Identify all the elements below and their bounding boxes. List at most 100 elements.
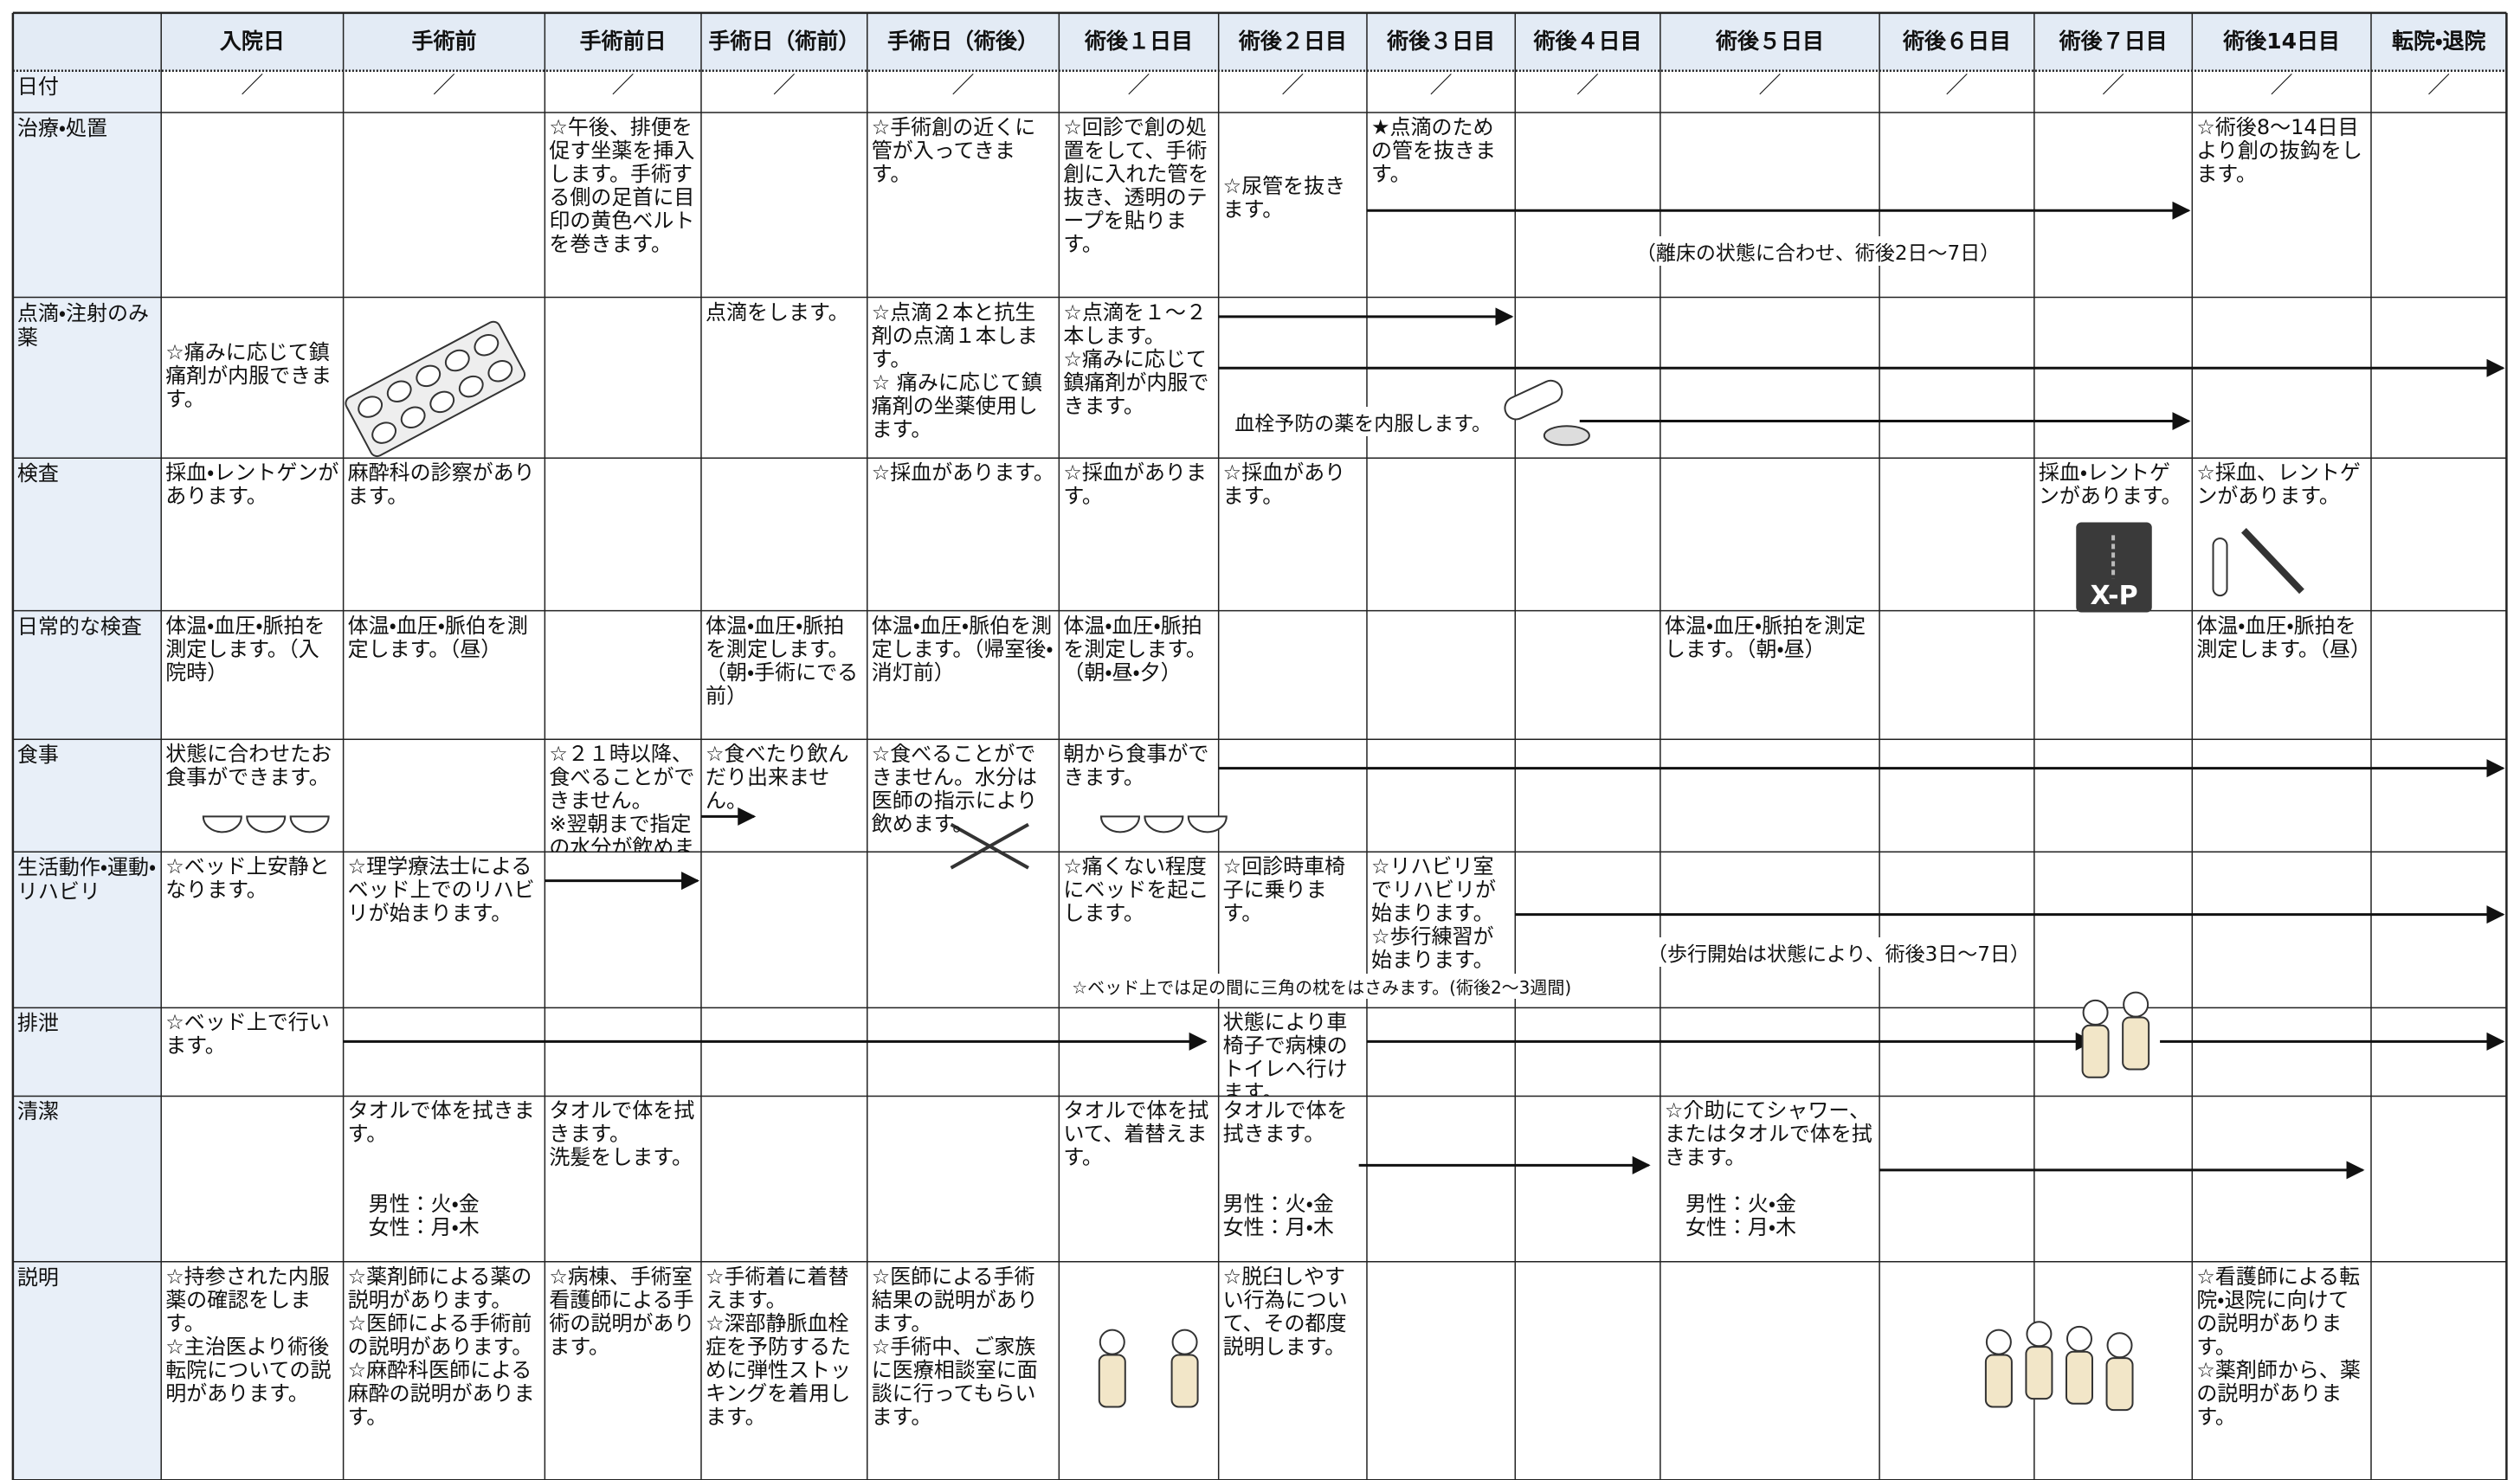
xray-label: X-P xyxy=(2090,581,2137,611)
bowl-icon xyxy=(1187,815,1228,833)
cell-text: ☆ベッド上安静となります。 xyxy=(165,854,330,903)
person-body xyxy=(2105,1357,2134,1412)
bowl-icon xyxy=(246,815,287,833)
row-label: 排泄 xyxy=(16,1011,59,1036)
column-header: 術後14日目 xyxy=(2223,29,2341,55)
row-label: 日付 xyxy=(16,74,59,99)
cell-text: ☆食べることができません。水分は医師の指示により飲めます。 xyxy=(871,742,1038,837)
cell-text: 朝から食事ができます。 xyxy=(1063,742,1209,790)
date-blank: ／ xyxy=(611,72,635,99)
column-header: 手術日（術後） xyxy=(887,29,1040,55)
label-background xyxy=(12,70,162,1480)
cell-text: タオルで体を拭きます。 男性：火・金 女性：月・木 xyxy=(1222,1098,1348,1240)
person-body xyxy=(1170,1354,1199,1408)
pill xyxy=(444,349,470,372)
date-blank: ／ xyxy=(1945,72,1969,99)
column-header: 術後２日目 xyxy=(1238,29,1347,55)
cell-text: 採血・レントゲンがあります。 xyxy=(2038,460,2182,509)
cell-text: ☆回診で創の処置をして、手術創に入れた管を抜き、透明のテープを貼ります。 xyxy=(1063,114,1209,256)
cell-text: 体温・血圧・脈拍を測定します。（朝・昼） xyxy=(1664,613,1866,661)
cell-text: ☆痛みに応じて鎮痛剤が内服できます。 xyxy=(165,339,332,411)
person-body xyxy=(1984,1354,2013,1408)
column-header: 術後５日目 xyxy=(1715,29,1824,55)
row-label: 説明 xyxy=(16,1264,59,1290)
cell-text: 点滴をします。 xyxy=(705,299,849,325)
person-head xyxy=(2123,991,2149,1018)
person-head xyxy=(1099,1329,1125,1355)
header-background xyxy=(12,12,2507,71)
column-header: 手術前日 xyxy=(579,29,667,55)
person-head xyxy=(1171,1329,1198,1355)
date-blank: ／ xyxy=(1281,72,1305,99)
bowl-icon xyxy=(1144,815,1184,833)
cell-text: ☆採血、レントゲンがあります。 xyxy=(2196,460,2361,509)
cell-text: ☆看護師による転院・退院に向けての説明があります。 ☆薬剤師から、薬の説明があり… xyxy=(2196,1264,2361,1429)
row-label: 日常的な検査 xyxy=(16,614,142,639)
column-header: 術後３日目 xyxy=(1387,29,1496,55)
person-body xyxy=(2025,1346,2053,1400)
pill xyxy=(358,396,383,418)
row-label: 治療・処置 xyxy=(16,115,108,140)
cell-text: ☆２１時以降、食べることができません。 ※翌朝まで指定の水分が飲めます。 xyxy=(549,742,695,853)
cell-text: ☆リハビリ室でリハビリが始まります。 ☆歩行練習が始まります。 xyxy=(1370,854,1496,973)
cell-text: ☆点滴を１～２本します。 ☆痛みに応じて鎮痛剤が内服できます。 xyxy=(1063,299,1209,418)
cell-text: 体温・血圧・脈伯を測定します。（昼） xyxy=(347,613,528,661)
person-head xyxy=(2106,1332,2133,1359)
date-blank: ／ xyxy=(241,72,264,99)
cell-text: ☆術後8～14日目より創の抜鈎をします。 xyxy=(2196,114,2362,186)
pill xyxy=(400,406,426,428)
pill-pack-icon xyxy=(345,320,526,458)
cell-text: ☆点滴２本と抗生剤の点滴１本します。 ☆ 痛みに応じて鎮痛剤の坐薬使用します。 xyxy=(871,299,1042,441)
cell-text: 状態に合わせたお食事ができます。 xyxy=(165,742,332,790)
annotation: 血栓予防の薬を内服します。 xyxy=(1234,406,1492,436)
date-blank: ／ xyxy=(2102,72,2125,99)
date-blank: ／ xyxy=(1576,72,1600,99)
date-blank: ／ xyxy=(2270,72,2293,99)
column-header: 術後４日目 xyxy=(1533,29,1642,55)
person-body xyxy=(2122,1016,2150,1071)
pill xyxy=(458,375,484,398)
pill xyxy=(371,421,397,444)
pill-pack xyxy=(345,320,526,458)
column-header: 術後６日目 xyxy=(1902,29,2011,55)
bowl-icon xyxy=(1099,815,1140,833)
column-header: 転院・退院 xyxy=(2391,29,2486,55)
test-tube-icon xyxy=(2212,537,2228,597)
cell-text: ★点滴のための管を抜きます。 xyxy=(1370,114,1496,186)
date-blank: ／ xyxy=(2427,72,2451,99)
row-label: 清潔 xyxy=(16,1099,59,1124)
row-label: 点滴・注射のみ薬 xyxy=(16,300,150,350)
date-blank: ／ xyxy=(1429,72,1453,99)
row-label: 検査 xyxy=(16,461,59,486)
cell-text: ☆採血があります。 xyxy=(871,460,1054,486)
pill xyxy=(416,364,441,388)
cell-text: ☆医師による手術結果の説明があります。 ☆手術中、ご家族に医療相談室に面談に行っ… xyxy=(871,1264,1038,1429)
column-header: 入院日 xyxy=(219,29,285,55)
cell-text: ☆午後、排便を促す坐薬を挿入します。手術する側の足首に目印の黄色ベルトを巻きます… xyxy=(549,114,695,256)
column-header: 手術日（術前） xyxy=(708,29,860,55)
column-header: 術後１日目 xyxy=(1084,29,1193,55)
person-head xyxy=(1985,1329,2012,1355)
pill xyxy=(429,390,455,414)
column-header: 手術前 xyxy=(411,29,477,55)
column-header: 術後７日目 xyxy=(2059,29,2168,55)
date-blank: ／ xyxy=(951,72,975,99)
syringe-icon xyxy=(2241,528,2304,595)
date-blank: ／ xyxy=(1127,72,1150,99)
person-body xyxy=(2065,1350,2093,1405)
cell-text: ☆理学療法士によるベッド上でのリハビリが始まります。 xyxy=(347,854,535,926)
row-label: 食事 xyxy=(16,743,59,768)
annotation: （離床の状態に合わせ、術後2日～7日） xyxy=(1635,235,2001,266)
capsule-icon xyxy=(1504,379,1563,421)
cell-text: 状態により車椅子で病棟のトイレへ行けます。 xyxy=(1222,1010,1348,1097)
tablet-icon xyxy=(1543,425,1590,447)
cell-text: ☆手術着に着替えます。 ☆深部静脈血栓症を予防するために弾性ストッキングを着用し… xyxy=(705,1264,851,1429)
cell-text: ☆脱臼しやすい行為について、その都度説明します。 xyxy=(1222,1264,1348,1359)
date-blank: ／ xyxy=(772,72,796,99)
xray-icon xyxy=(2076,522,2152,613)
bowl-icon xyxy=(289,815,330,833)
person-head xyxy=(2066,1325,2092,1352)
cell-text: ☆採血があります。 xyxy=(1222,460,1346,509)
cell-text: 体温・血圧・脈伯を測定します。（帰室後・消灯前） xyxy=(871,613,1054,685)
person-head xyxy=(2082,999,2109,1026)
